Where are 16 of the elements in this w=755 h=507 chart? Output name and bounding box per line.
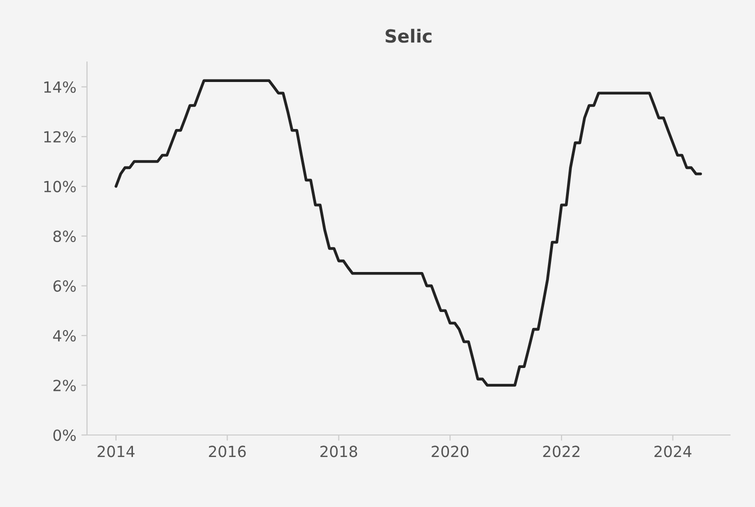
y-tick-label: 12% bbox=[44, 131, 76, 143]
x-tick-label: 2016 bbox=[208, 446, 246, 458]
x-tick-label: 2024 bbox=[654, 446, 692, 458]
y-tick-label: 0% bbox=[53, 429, 76, 442]
y-tick-label: 14% bbox=[44, 81, 76, 93]
chart-title: Selic bbox=[386, 28, 432, 43]
line-series bbox=[114, 79, 702, 387]
x-tick-label: 2020 bbox=[432, 446, 468, 458]
y-tick-label: 8% bbox=[53, 230, 76, 242]
x-tick-label: 2018 bbox=[320, 446, 358, 458]
y-tick-label: 2% bbox=[53, 380, 76, 392]
x-tick-label: 2022 bbox=[543, 446, 580, 458]
y-tick-label: 6% bbox=[53, 280, 76, 292]
x-tick-label: 2014 bbox=[98, 446, 135, 458]
y-tick-label: 10% bbox=[44, 180, 76, 192]
y-tick-label: 4% bbox=[53, 330, 76, 342]
